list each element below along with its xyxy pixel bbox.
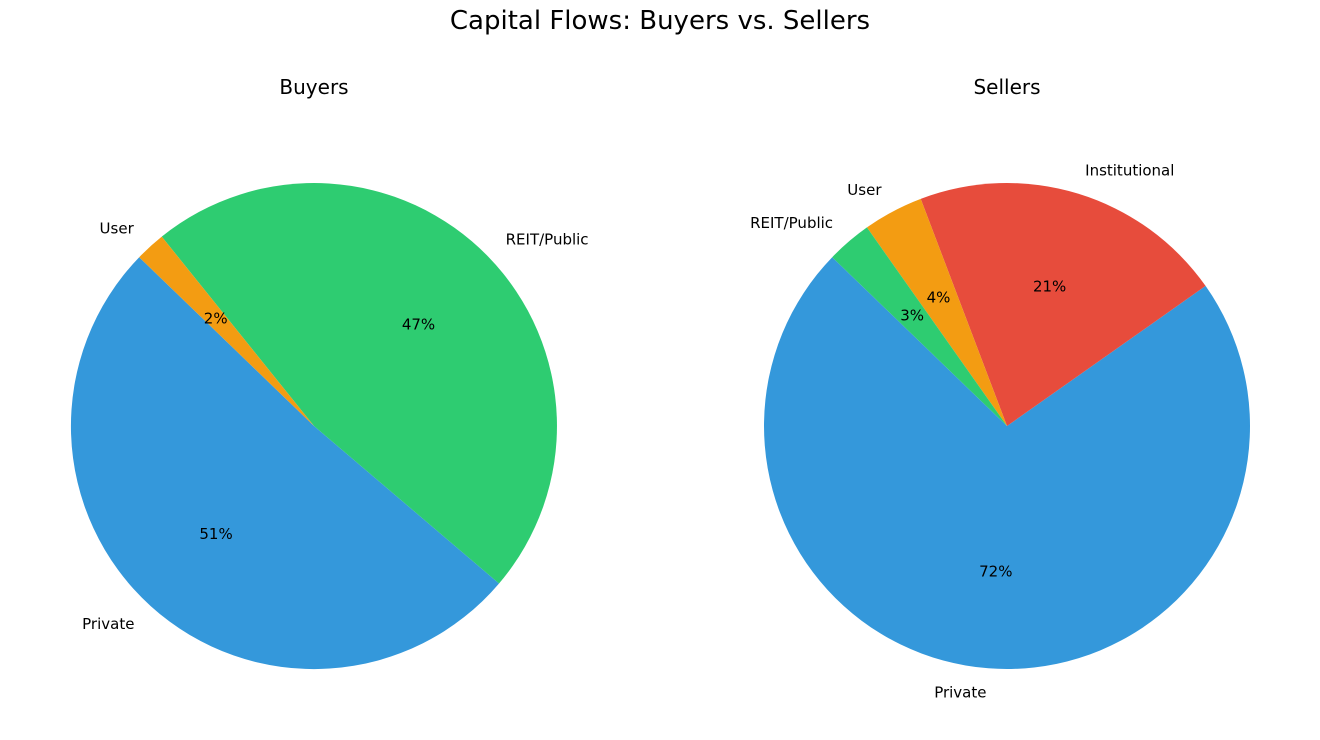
pie-category-label-sellers-private: Private	[934, 684, 986, 702]
pie-slice-sellers-reit-public	[832, 227, 1007, 426]
pie-pct-label-sellers-private: 72%	[979, 562, 1012, 580]
pie-pct-label-sellers-user: 4%	[927, 288, 951, 306]
pie-title-buyers: Buyers	[279, 75, 348, 99]
pie-slice-sellers-user	[866, 198, 1007, 426]
pie-category-label-buyers-user: User	[100, 220, 135, 238]
pie-category-label-buyers-private: Private	[82, 615, 134, 633]
pie-slice-sellers-institutional	[920, 183, 1206, 426]
pie-pct-label-sellers-reit-public: 3%	[900, 306, 924, 324]
chart-suptitle: Capital Flows: Buyers vs. Sellers	[450, 6, 870, 36]
pie-sellers: 72% Private 21% Institutional 4% User 3% REIT/P…	[750, 75, 1251, 702]
pie-pct-label-buyers-reit-public: 47%	[402, 315, 435, 333]
pie-pct-label-buyers-private: 51%	[199, 525, 232, 543]
pie-slice-buyers-reit-public	[161, 183, 557, 584]
pie-pct-label-buyers-user: 2%	[204, 309, 228, 327]
pie-category-label-buyers-reit-public: REIT/Public	[506, 231, 589, 249]
pie-slice-buyers-user	[139, 236, 314, 426]
pie-pct-label-sellers-institutional: 21%	[1033, 278, 1066, 296]
pie-category-label-sellers-reit-public: REIT/Public	[750, 214, 833, 232]
pie-category-label-sellers-user: User	[847, 181, 882, 199]
pie-category-label-sellers-institutional: Institutional	[1085, 161, 1174, 179]
pie-slice-buyers-private	[70, 257, 500, 670]
pie-buyers: 51% Private 47% REIT/Public 2% User Buyers	[70, 75, 589, 670]
pie-title-sellers: Sellers	[973, 75, 1040, 99]
pie-slice-sellers-private	[764, 257, 1251, 669]
